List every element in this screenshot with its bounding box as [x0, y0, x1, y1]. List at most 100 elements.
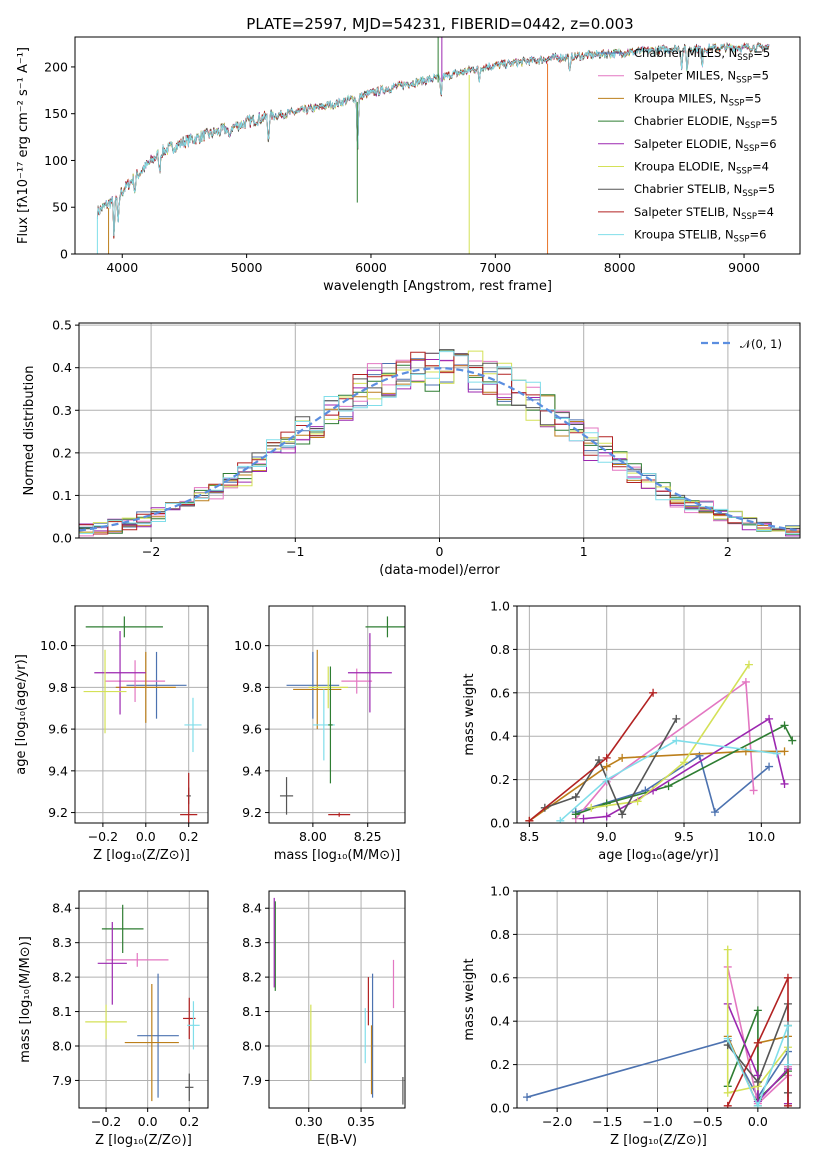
x-axis-label: mass [log₁₀(M/M⊙)]: [274, 848, 401, 863]
x-tick-label: 0.2: [179, 1114, 199, 1129]
legend-nssp: N: [735, 137, 744, 151]
y-tick-label: 8.3: [242, 935, 262, 950]
weight-marker: [602, 775, 611, 784]
legend-sep: ,: [729, 114, 736, 128]
axes-frame: [268, 605, 406, 824]
legend-nssp-sub: SSP: [742, 189, 758, 199]
legend-nssp-value: =4: [757, 205, 774, 219]
legend-nssp-value: =5: [761, 114, 778, 128]
plot-area: [96, 37, 770, 254]
y-tick-label: 0.2: [490, 1057, 510, 1072]
weight-marker: [672, 714, 681, 723]
legend-nssp-value: =5: [753, 46, 770, 60]
weight-marker: [664, 782, 673, 791]
y-tick-label: 0.1: [52, 488, 72, 503]
weight-marker: [783, 1060, 792, 1069]
weight-marker: [753, 1101, 762, 1108]
legend-nssp-sub: SSP: [729, 98, 745, 108]
legend-name: Kroupa MILES: [634, 91, 713, 105]
x-tick-label: −1.5: [592, 1114, 622, 1129]
weight-marker: [772, 749, 781, 758]
weight-marker: [602, 753, 611, 762]
weight-line-salpeter-miles: [575, 680, 755, 820]
weight-marker: [723, 945, 732, 954]
y-axis-label: mass weight: [462, 673, 477, 755]
y-tick-label: 200: [44, 59, 68, 74]
weight-marker: [749, 786, 758, 795]
y-axis-label: age [log₁₀(age/yr)]: [14, 654, 29, 775]
legend-label: Kroupa MILES, NSSP=5: [634, 91, 761, 108]
legend-nssp-value: =4: [752, 160, 769, 174]
weight-marker: [753, 1077, 762, 1086]
legend-label: Salpeter STELIB, NSSP=4: [634, 205, 774, 222]
legend-name: Salpeter MILES: [634, 69, 720, 83]
x-tick-label: 4000: [106, 260, 138, 275]
weight-marker: [788, 736, 797, 745]
x-tick-label: 8.25: [354, 829, 382, 844]
weight-marker: [783, 1021, 792, 1030]
y-tick-label: 0.8: [490, 642, 510, 657]
y-tick-label: 0.4: [490, 729, 510, 744]
y-tick-label: 0.6: [490, 685, 510, 700]
y-tick-label: 50: [52, 200, 68, 215]
weight-marker: [723, 1034, 732, 1043]
plot-area: [83, 616, 202, 823]
panel-8: −2.0 −1.5 −1.0 −0.5 0.0 0.0 0.2 0.4 0.6 0.8 1.0 Z […: [462, 884, 801, 1148]
y-tick-label: 9.4: [242, 763, 262, 778]
plot-area: [525, 660, 797, 823]
y-tick-label: 0: [60, 247, 68, 262]
x-tick-label: 8000: [604, 260, 636, 275]
y-tick-label: 0.4: [490, 1014, 510, 1029]
y-tick-label: 0.2: [52, 445, 72, 460]
weight-marker: [633, 797, 642, 806]
grid: [75, 606, 208, 823]
y-tick-label: 9.6: [242, 722, 262, 737]
weight-marker: [523, 1093, 532, 1102]
weight-marker: [680, 758, 689, 767]
panel-3: −0.2 0.0 0.2 9.2 9.4 9.6 9.8 10.0 Z [log₁₀(Z/Z⊙)…: [14, 605, 209, 863]
legend-nssp-value: =5: [744, 91, 761, 105]
weight-marker: [587, 803, 596, 812]
weight-line-kroupa-stelib: [559, 739, 777, 822]
legend-nssp: N: [727, 160, 736, 174]
grid: [269, 891, 405, 1108]
legend-nssp: N: [732, 205, 741, 219]
y-axis-label: Flux [fλ10⁻¹⁷ erg cm⁻² s⁻¹ A⁻¹]: [16, 47, 31, 244]
weight-marker: [649, 688, 658, 697]
x-tick-label: −0.2: [91, 1114, 121, 1129]
normal-curve: [79, 367, 800, 532]
x-tick-label: 9.0: [597, 829, 617, 844]
weight-marker: [571, 792, 580, 801]
x-axis-label: age [log₁₀(age/yr)]: [598, 848, 719, 863]
y-tick-label: 0.8: [490, 927, 510, 942]
legend-label: Kroupa STELIB, NSSP=6: [634, 228, 766, 245]
legend-nssp-sub: SSP: [737, 53, 753, 63]
plot-area: [279, 616, 405, 817]
y-tick-label: 8.0: [52, 1039, 72, 1054]
chart-title: PLATE=2597, MJD=54231, FIBERID=0442, z=0…: [246, 15, 633, 33]
legend-nssp-sub: SSP: [745, 121, 761, 131]
x-axis-label: (data-model)/error: [379, 563, 500, 578]
x-axis-label: Z [log₁₀(Z/Z⊙)]: [93, 848, 190, 863]
axes-frame: [78, 890, 209, 1109]
x-tick-label: −0.5: [692, 1114, 722, 1129]
legend-label: Chabrier STELIB, NSSP=5: [634, 182, 775, 199]
x-tick-label: 10.0: [747, 829, 775, 844]
x-tick-label: 0.0: [138, 1114, 158, 1129]
grid: [269, 606, 405, 823]
legend-nssp-value: =5: [758, 182, 775, 196]
weight-marker: [672, 736, 681, 745]
weight-marker: [780, 779, 789, 788]
legend-sep: ,: [713, 91, 720, 105]
weight-line-chabrier-miles: [526, 1039, 789, 1099]
x-tick-label: −1: [286, 544, 304, 559]
y-tick-label: 7.9: [242, 1073, 262, 1088]
x-tick-label: 0.0: [136, 829, 156, 844]
legend-nssp-sub: SSP: [741, 212, 757, 222]
weight-marker: [741, 677, 750, 686]
weight-marker: [571, 810, 580, 819]
y-tick-label: 8.1: [52, 1004, 72, 1019]
x-tick-label: −2.0: [542, 1114, 572, 1129]
x-tick-label: 9000: [728, 260, 760, 275]
